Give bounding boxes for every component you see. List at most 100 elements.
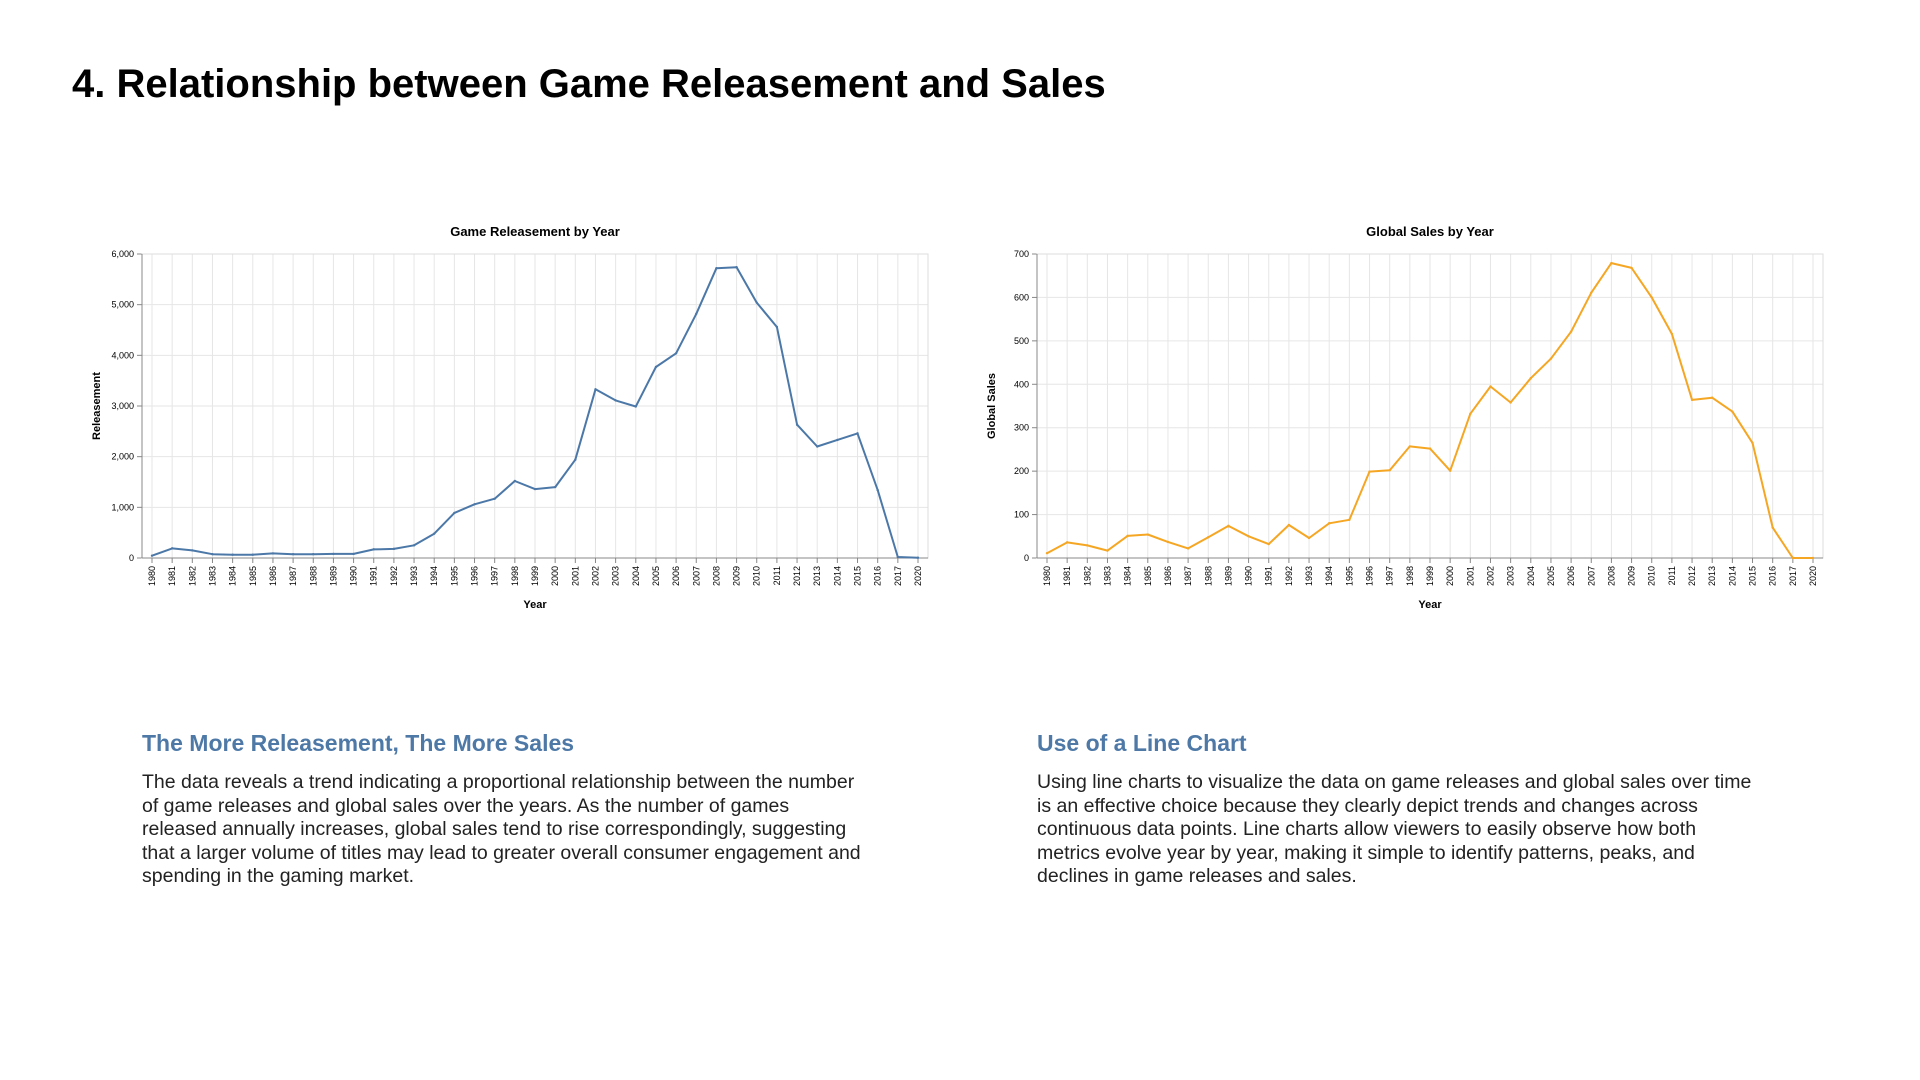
y-tick-label: 300: [1014, 423, 1029, 433]
x-tick-label: 1981: [1062, 566, 1072, 586]
x-tick-label: 1985: [1143, 566, 1153, 586]
x-tick-label: 2020: [913, 566, 923, 586]
global-sales-line-chart: Global Sales by Year 0 100 200 300 400 500 600 7…: [986, 224, 1824, 611]
data-point: [1368, 470, 1371, 473]
x-tick-label: 1992: [389, 566, 399, 586]
data-point: [1549, 357, 1553, 360]
x-axis-title: Year: [1418, 599, 1442, 611]
data-point: [1126, 534, 1129, 538]
data-point: [251, 553, 254, 556]
x-tick-label: 2005: [1546, 566, 1556, 586]
y-tick-label: 6,000: [111, 249, 134, 259]
x-tick-label: 1996: [1365, 566, 1375, 586]
data-point: [513, 479, 517, 483]
data-point: [1731, 410, 1734, 413]
y-tick-label: 100: [1014, 510, 1029, 520]
data-point: [1287, 523, 1291, 527]
data-point: [412, 544, 416, 547]
x-tick-label: 1982: [187, 566, 197, 586]
data-point: [1186, 547, 1190, 550]
data-point: [1791, 556, 1795, 560]
data-point: [1247, 535, 1250, 538]
data-point: [614, 399, 617, 402]
x-tick-label: 2001: [1465, 566, 1475, 586]
data-point: [654, 365, 658, 369]
y-tick-label: 5,000: [111, 300, 134, 310]
data-point: [1529, 377, 1532, 380]
data-point: [674, 352, 678, 355]
x-tick-label: 1984: [1123, 566, 1133, 586]
y-axis-title: Global Sales: [986, 373, 998, 439]
x-tick-label: 2004: [1526, 566, 1536, 586]
data-point: [332, 552, 335, 556]
line-chart-section: Use of a Line Chart Using line charts to…: [1037, 730, 1757, 889]
x-tick-label: 2007: [1586, 566, 1596, 586]
data-point: [775, 325, 779, 329]
releasement-sales-section: The More Releasement, The More Sales The…: [142, 730, 862, 889]
x-tick-label: 2017: [893, 566, 903, 586]
x-tick-label: 2017: [1788, 566, 1798, 586]
section-heading: The More Releasement, The More Sales: [142, 730, 575, 756]
x-tick-label: 1989: [328, 566, 338, 586]
data-point: [574, 458, 577, 461]
y-tick-label: 400: [1014, 379, 1029, 389]
x-tick-label: 1987: [1183, 566, 1193, 586]
data-point: [1711, 396, 1714, 399]
data-point: [1448, 469, 1452, 472]
y-axis-title: Releasement: [91, 372, 103, 440]
data-point: [1630, 266, 1633, 270]
data-point: [795, 423, 799, 426]
x-tick-label: 1983: [1102, 566, 1112, 586]
x-tick-label: 1989: [1223, 566, 1233, 586]
data-point: [916, 556, 920, 559]
data-point: [816, 445, 819, 448]
x-tick-label: 1980: [147, 566, 157, 586]
x-tick-label: 2000: [550, 566, 560, 586]
y-tick-label: 0: [129, 553, 134, 563]
data-point: [231, 553, 234, 556]
data-point: [1590, 291, 1593, 294]
data-point: [1267, 542, 1270, 546]
x-tick-label: 1987: [288, 566, 298, 586]
x-tick-label: 2016: [1768, 566, 1778, 586]
x-tick-label: 2000: [1445, 566, 1455, 586]
data-point: [1106, 549, 1109, 552]
x-tick-label: 1997: [490, 566, 500, 586]
x-tick-label: 1994: [1324, 566, 1334, 586]
x-tick-label: 2014: [1727, 566, 1737, 586]
data-point: [1307, 536, 1311, 540]
data-point: [634, 405, 637, 408]
x-tick-label: 2012: [792, 566, 802, 586]
data-point: [1227, 524, 1230, 528]
section-heading: Use of a Line Chart: [1037, 730, 1247, 756]
data-point: [896, 555, 900, 559]
data-point: [453, 511, 456, 515]
x-tick-label: 2012: [1687, 566, 1697, 586]
data-point: [1146, 533, 1149, 536]
x-tick-label: 1981: [167, 566, 177, 586]
chart-title: Global Sales by Year: [1366, 224, 1494, 239]
data-point: [1328, 522, 1331, 525]
x-tick-label: 1985: [248, 566, 258, 586]
data-point: [1690, 398, 1694, 402]
data-point: [533, 487, 537, 491]
data-point: [150, 554, 154, 557]
x-tick-label: 1991: [1264, 566, 1274, 586]
data-point: [1569, 330, 1573, 333]
x-tick-label: 1980: [1042, 566, 1052, 586]
y-tick-label: 1,000: [111, 502, 134, 512]
x-tick-label: 1988: [308, 566, 318, 586]
data-point: [352, 552, 355, 556]
x-tick-label: 2006: [671, 566, 681, 586]
data-point: [1388, 469, 1391, 472]
x-tick-label: 2004: [631, 566, 641, 586]
data-point: [191, 549, 194, 552]
x-tick-label: 2001: [570, 566, 580, 586]
x-tick-label: 1990: [1244, 566, 1254, 586]
x-tick-label: 1997: [1385, 566, 1395, 586]
x-tick-label: 2002: [590, 566, 600, 586]
x-tick-label: 2009: [1627, 566, 1637, 586]
y-tick-label: 2,000: [111, 452, 134, 462]
x-tick-label: 2008: [1606, 566, 1616, 586]
data-point: [1428, 447, 1432, 450]
